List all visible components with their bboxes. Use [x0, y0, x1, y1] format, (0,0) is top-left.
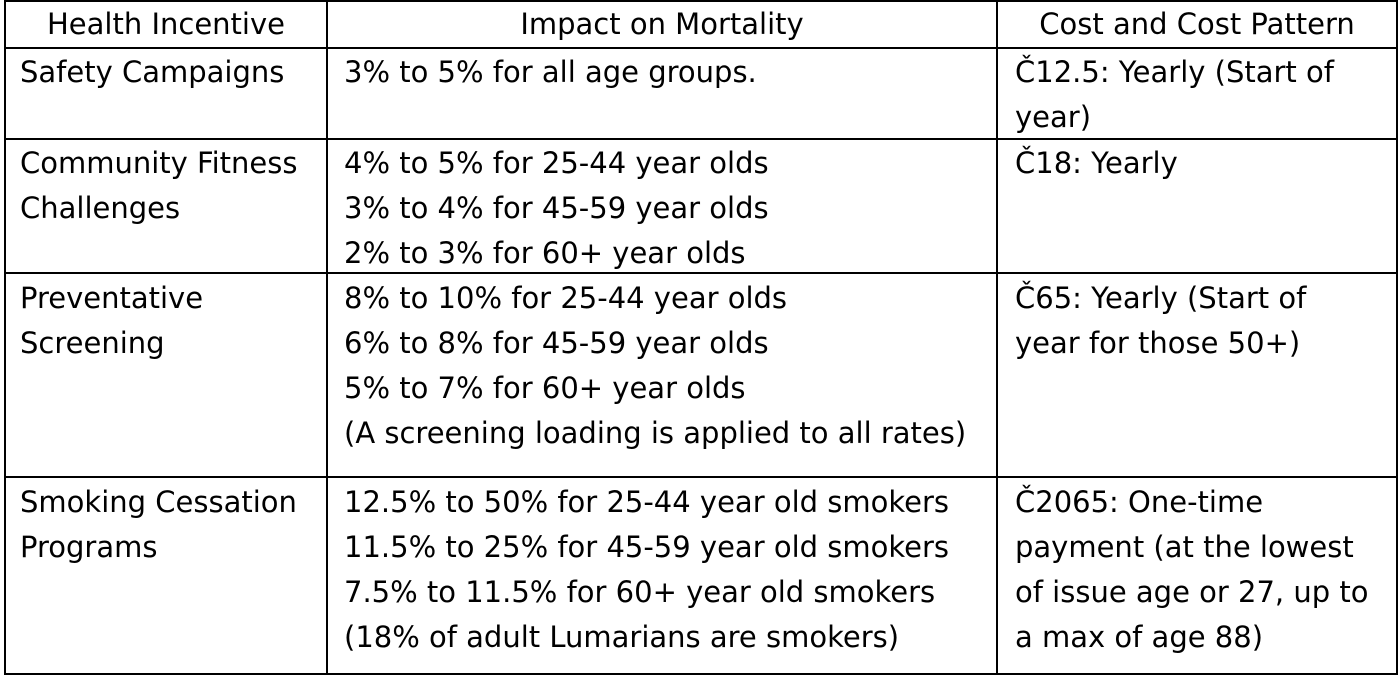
- cell-line: year for those 50+): [1015, 326, 1301, 360]
- table-top-border: [4, 0, 1398, 2]
- cell-line: Č18: Yearly: [1015, 146, 1178, 180]
- cell-line: Č65: Yearly (Start of: [1015, 281, 1307, 315]
- cell-line: Smoking Cessation: [20, 485, 297, 519]
- header-health-incentive: Health Incentive: [47, 7, 285, 41]
- cell-line: Challenges: [20, 191, 181, 225]
- cell-line: Safety Campaigns: [20, 55, 285, 89]
- cell-line: payment (at the lowest: [1015, 530, 1354, 564]
- cell-line: 11.5% to 25% for 45-59 year old smokers: [344, 530, 950, 564]
- cell-line: 8% to 10% for 25-44 year olds: [344, 281, 788, 315]
- table-left-border: [4, 0, 6, 675]
- cell-line: Preventative: [20, 281, 204, 315]
- cell-line: Programs: [20, 530, 158, 564]
- column-divider: [996, 0, 998, 675]
- table-right-border: [1396, 0, 1398, 675]
- cell-line: 7.5% to 11.5% for 60+ year old smokers: [344, 575, 936, 609]
- cell-line: 3% to 5% for all age groups.: [344, 55, 757, 89]
- table-row-screening-cost: Č65: Yearly (Start of year for those 50+…: [1015, 276, 1306, 366]
- table-row-smoking-incentive: Smoking Cessation Programs: [20, 480, 297, 570]
- cell-line: 5% to 7% for 60+ year olds: [344, 371, 746, 405]
- table-row-screening-impact: 8% to 10% for 25-44 year olds 6% to 8% f…: [344, 276, 966, 456]
- cell-line: Community Fitness: [20, 146, 298, 180]
- column-divider: [326, 0, 328, 675]
- cell-line: Č2065: One-time: [1015, 485, 1264, 519]
- table-row-safety-cost: Č12.5: Yearly (Start of year): [1015, 50, 1334, 140]
- cell-line: year): [1015, 100, 1092, 134]
- cell-line: 12.5% to 50% for 25-44 year old smokers: [344, 485, 950, 519]
- cell-line: of issue age or 27, up to: [1015, 575, 1369, 609]
- table-row-safety-incentive: Safety Campaigns: [20, 50, 284, 95]
- cell-line: (18% of adult Lumarians are smokers): [344, 620, 900, 654]
- header-impact-on-mortality: Impact on Mortality: [520, 7, 804, 41]
- header-cost-pattern: Cost and Cost Pattern: [1039, 7, 1355, 41]
- cell-line: a max of age 88): [1015, 620, 1264, 654]
- table-row-safety-impact: 3% to 5% for all age groups.: [344, 50, 757, 95]
- table-row-screening-incentive: Preventative Screening: [20, 276, 203, 366]
- row-divider: [4, 47, 1398, 49]
- cell-line: Č12.5: Yearly (Start of: [1015, 55, 1334, 89]
- cell-line: 4% to 5% for 25-44 year olds: [344, 146, 769, 180]
- table-bottom-border: [4, 673, 1398, 675]
- cell-line: 6% to 8% for 45-59 year olds: [344, 326, 769, 360]
- cell-line: (A screening loading is applied to all r…: [344, 416, 967, 450]
- row-divider: [4, 476, 1398, 478]
- row-divider: [4, 272, 1398, 274]
- table-row-fitness-incentive: Community Fitness Challenges: [20, 141, 298, 231]
- cell-line: Screening: [20, 326, 165, 360]
- row-divider: [4, 138, 1398, 140]
- cell-line: 2% to 3% for 60+ year olds: [344, 236, 746, 270]
- table-row-smoking-cost: Č2065: One-time payment (at the lowest o…: [1015, 480, 1368, 660]
- table-row-fitness-impact: 4% to 5% for 25-44 year olds 3% to 4% fo…: [344, 141, 769, 276]
- table-row-smoking-impact: 12.5% to 50% for 25-44 year old smokers …: [344, 480, 949, 660]
- table-row-fitness-cost: Č18: Yearly: [1015, 141, 1178, 186]
- cell-line: 3% to 4% for 45-59 year olds: [344, 191, 769, 225]
